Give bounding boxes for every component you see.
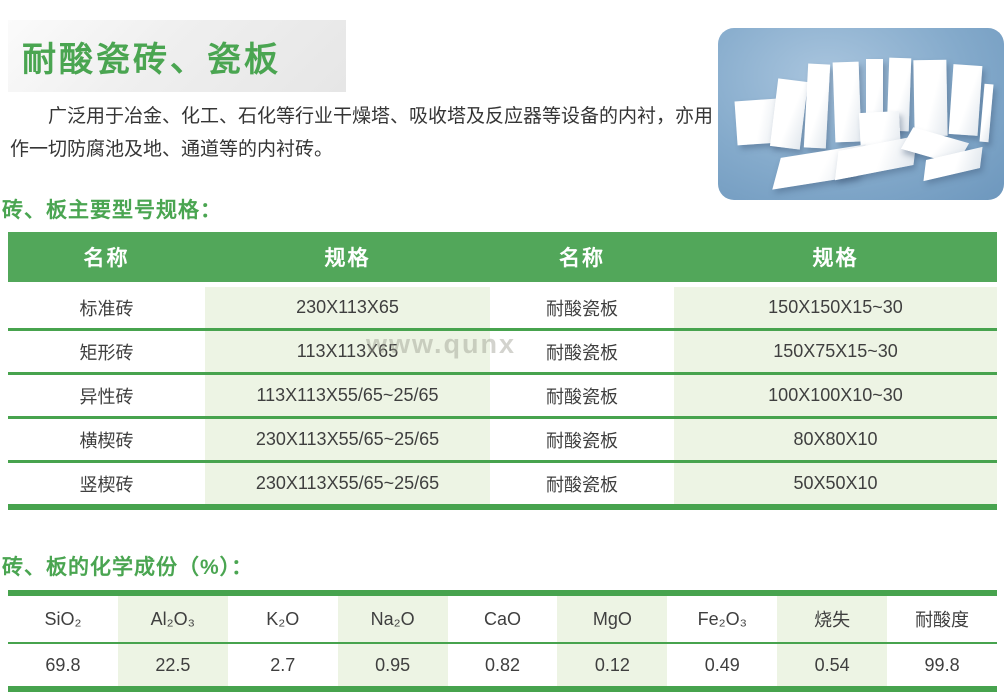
cell-size: 80X80X10 [674, 419, 997, 460]
spec-table-header-row: 名称 规格 名称 规格 [8, 232, 997, 282]
cell-name: 耐酸瓷板 [490, 419, 674, 460]
chem-table-value-row: 69.8 22.5 2.7 0.95 0.82 0.12 0.49 0.54 9… [8, 644, 998, 686]
table-row: 横楔砖 230X113X55/65~25/65 耐酸瓷板 80X80X10 [8, 416, 997, 460]
cell-size: 50X50X10 [674, 463, 997, 504]
page-title: 耐酸瓷砖、瓷板 [22, 40, 281, 79]
spec-header-size-right: 规格 [812, 247, 859, 270]
cell-name: 耐酸瓷板 [490, 331, 674, 372]
ceramic-brick [769, 78, 809, 150]
cell-size: 113X113X65 [205, 331, 490, 372]
chem-header-cell: K₂O [227, 596, 338, 642]
cell-size: 150X150X15~30 [674, 287, 997, 328]
ceramic-brick [948, 64, 983, 136]
cell-name: 竖楔砖 [8, 463, 205, 504]
chem-value-cell: 0.82 [447, 644, 558, 686]
chem-header-cell: 耐酸度 [887, 596, 998, 642]
cell-size: 113X113X55/65~25/65 [205, 375, 490, 416]
cell-size: 150X75X15~30 [674, 331, 997, 372]
cell-name: 耐酸瓷板 [490, 287, 674, 328]
chem-value-cell: 2.7 [227, 644, 338, 686]
cell-name: 耐酸瓷板 [490, 463, 674, 504]
spec-header-size-left: 规格 [324, 247, 371, 270]
chem-value-cell: 0.95 [337, 644, 448, 686]
cell-name: 矩形砖 [8, 331, 205, 372]
chem-value-cell: 0.54 [777, 644, 888, 686]
chem-header-cell: SiO₂ [8, 596, 118, 642]
table-row: 异性砖 113X113X55/65~25/65 耐酸瓷板 100X100X10~… [8, 372, 997, 416]
chem-header-cell: 烧失 [777, 596, 888, 642]
ceramic-brick [913, 59, 948, 137]
chem-table-bottom-border [8, 686, 997, 692]
spec-table-bottom-border [8, 504, 997, 510]
spec-table: 名称 规格 名称 规格 标准砖 230X113X65 耐酸瓷板 150X150X… [8, 232, 997, 510]
spec-header-name-right: 名称 [559, 247, 605, 270]
chem-value-cell: 22.5 [117, 644, 228, 686]
chem-header-cell: MgO [557, 596, 668, 642]
cell-name: 异性砖 [8, 375, 205, 416]
chem-section-heading: 砖、板的化学成份（%）： [2, 556, 254, 579]
ceramic-brick [979, 83, 994, 143]
chem-table: SiO₂ Al₂O₃ K₂O Na₂O CaO MgO Fe₂O₃ 烧失 耐酸度… [8, 590, 998, 692]
cell-name: 耐酸瓷板 [490, 375, 674, 416]
cell-name: 标准砖 [8, 287, 205, 328]
ceramic-brick [803, 63, 831, 149]
cell-size: 230X113X65 [205, 287, 490, 328]
chem-value-cell: 69.8 [8, 644, 118, 686]
cell-name: 横楔砖 [8, 419, 205, 460]
chem-header-cell: Al₂O₃ [117, 596, 228, 642]
chem-value-cell: 0.12 [557, 644, 668, 686]
chem-header-cell: Fe₂O₃ [667, 596, 778, 642]
cell-size: 230X113X55/65~25/65 [205, 419, 490, 460]
ceramic-brick [832, 61, 862, 143]
spec-table-header-gap [8, 282, 997, 287]
intro-paragraph: 广泛用于冶金、化工、石化等行业干燥塔、吸收塔及反应器等设备的内衬，亦用作一切防腐… [10, 106, 714, 161]
chem-table-header-row: SiO₂ Al₂O₃ K₂O Na₂O CaO MgO Fe₂O₃ 烧失 耐酸度 [8, 596, 998, 642]
chem-header-cell: Na₂O [337, 596, 448, 642]
chem-table-top-border [8, 590, 997, 596]
table-row: 标准砖 230X113X65 耐酸瓷板 150X150X15~30 [8, 287, 997, 328]
cell-size: 100X100X10~30 [674, 375, 997, 416]
title-banner: 耐酸瓷砖、瓷板 [8, 20, 346, 92]
spec-header-name-left: 名称 [83, 247, 130, 270]
chem-header-cell: CaO [447, 596, 558, 642]
chem-value-cell: 0.49 [667, 644, 778, 686]
spec-section-heading: 砖、板主要型号规格： [2, 199, 222, 222]
product-photo [718, 28, 1004, 200]
table-row: 竖楔砖 230X113X55/65~25/65 耐酸瓷板 50X50X10 [8, 460, 997, 504]
chem-value-cell: 99.8 [887, 644, 998, 686]
cell-size: 230X113X55/65~25/65 [205, 463, 490, 504]
table-row: 矩形砖 113X113X65 耐酸瓷板 150X75X15~30 [8, 328, 997, 372]
chem-table-mid-border [8, 642, 997, 644]
